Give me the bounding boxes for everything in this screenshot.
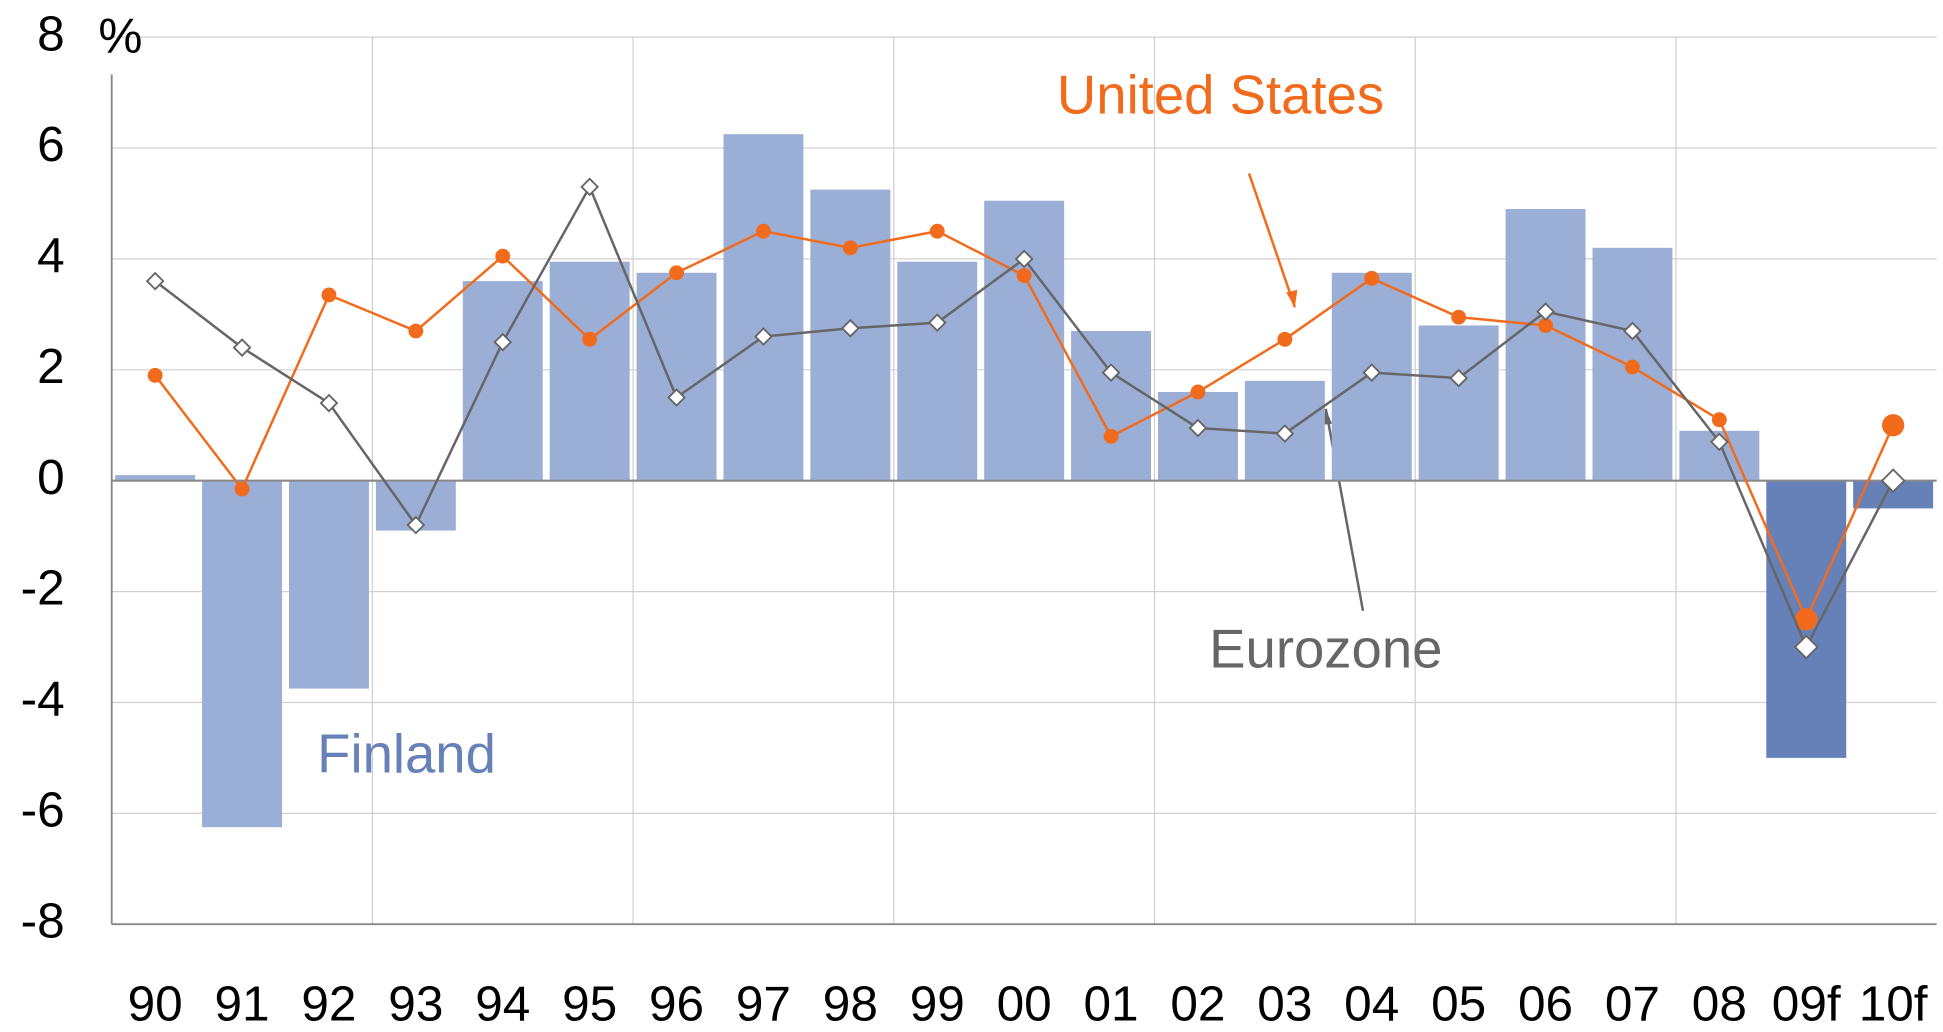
bar [549,261,630,481]
bar [115,475,196,481]
marker [319,393,339,413]
x-tick-label: 98 [823,975,878,1031]
marker [756,223,771,239]
x-tick-label: 94 [475,975,530,1031]
x-tick-label: 07 [1605,975,1660,1031]
marker [495,248,511,264]
marker [1881,414,1905,437]
marker [929,223,945,239]
marker [1538,318,1553,333]
marker [1275,424,1295,443]
marker [842,240,858,256]
x-tick-label: 00 [997,975,1052,1031]
bar [1418,325,1499,481]
marker [1014,249,1034,269]
bar [462,281,543,481]
bar [288,480,369,689]
marker [667,388,686,407]
series-label: Finland [317,724,496,785]
x-tick-label: 96 [649,975,704,1031]
marker [1880,468,1906,494]
y-tick-label: 8 [37,5,65,61]
series-label: United States [1057,65,1384,126]
marker [1103,428,1119,444]
y-tick-label: 6 [37,116,65,172]
y-tick-label: -2 [21,560,65,616]
marker [1362,363,1382,382]
x-tick-label: 99 [910,975,965,1031]
marker [1277,331,1293,347]
marker [1101,363,1121,382]
x-tick-label: 09f [1772,975,1841,1031]
x-tick-label: 04 [1344,975,1399,1031]
marker [1536,302,1555,321]
marker [927,313,947,333]
marker [669,265,684,281]
x-tick-label: 06 [1518,975,1573,1031]
marker [1709,432,1729,452]
marker [840,318,860,338]
x-tick-label: 10f [1859,975,1928,1031]
arrow-us [1247,173,1297,308]
bar [202,480,283,828]
x-tick-label: 97 [736,975,791,1031]
bar [1071,331,1152,481]
marker [1451,309,1467,325]
y-unit: % [98,8,142,64]
marker [493,332,513,352]
marker [1188,418,1208,438]
series-label: Eurozone [1209,618,1442,679]
marker [147,367,163,383]
marker [1793,634,1819,660]
x-tick-label: 95 [562,975,617,1031]
marker [1190,384,1206,400]
x-tick-label: 90 [128,975,183,1031]
marker [582,331,598,347]
marker [234,481,250,497]
y-tick-label: -8 [21,892,65,948]
y-tick-label: 4 [37,227,65,283]
y-tick-label: 2 [37,338,65,394]
bar [1505,209,1586,481]
x-tick-label: 05 [1431,975,1486,1031]
marker [408,323,424,339]
x-tick-label: 02 [1170,975,1225,1031]
marker [145,271,165,291]
marker [580,177,600,197]
marker [1623,321,1642,341]
bar [897,261,978,481]
marker [406,515,426,535]
marker [1364,270,1380,286]
marker [754,327,773,346]
marker [321,287,337,303]
x-tick-label: 92 [301,975,356,1031]
y-tick-label: 0 [37,449,65,505]
x-tick-label: 03 [1257,975,1312,1031]
marker [1795,608,1818,631]
marker [1625,359,1640,375]
y-tick-label: -4 [21,671,65,727]
x-tick-label: 08 [1692,975,1747,1031]
arrow-head-us [1286,289,1298,308]
x-tick-label: 93 [388,975,443,1031]
marker [232,338,252,358]
x-tick-label: 91 [214,975,269,1031]
x-tick-label: 01 [1083,975,1138,1031]
marker [1711,412,1727,428]
marker [1016,268,1032,283]
bar [984,200,1065,481]
bar [636,272,717,481]
marker [1449,368,1469,388]
bar [723,134,804,481]
y-tick-label: -6 [21,781,65,837]
